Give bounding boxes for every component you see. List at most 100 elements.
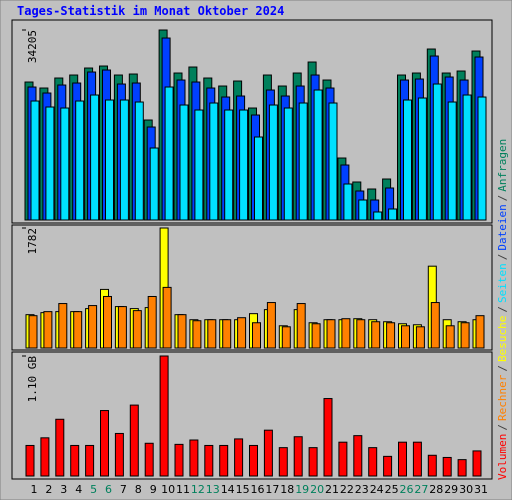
bar	[90, 94, 100, 221]
bar	[132, 310, 142, 349]
x-tick-label: 4	[75, 483, 82, 496]
bar	[293, 436, 303, 477]
x-tick-label: 2	[45, 483, 52, 496]
x-tick-label: 16	[251, 483, 265, 496]
bar	[341, 318, 351, 349]
bar	[403, 99, 412, 221]
x-tick-label: 22	[340, 483, 354, 496]
x-tick-label: 3	[60, 483, 67, 496]
bar	[129, 404, 139, 477]
x-tick-label: 13	[206, 483, 220, 496]
bar	[358, 199, 368, 221]
bar	[30, 100, 40, 221]
x-tick-label: 20	[310, 483, 324, 496]
x-tick-label: 19	[295, 483, 309, 496]
bar	[224, 109, 234, 221]
chart-title: Tages-Statistik im Monat Oktober 2024	[17, 4, 284, 18]
bar	[475, 315, 485, 349]
bar	[55, 418, 65, 477]
x-tick-label: 30	[459, 483, 473, 496]
bar	[209, 102, 219, 221]
bar	[338, 441, 348, 477]
bar	[401, 325, 410, 349]
legend-entry: Volumen	[496, 434, 509, 480]
bar	[445, 325, 455, 349]
legend-entry: Seiten	[496, 263, 509, 303]
bar	[415, 326, 425, 349]
bar	[412, 441, 422, 477]
y-tick-label: 1.10 GB	[26, 356, 39, 403]
bar	[383, 455, 393, 477]
bar	[283, 107, 293, 221]
bar	[43, 311, 53, 349]
legend-entry: Besuche	[496, 316, 509, 362]
x-tick-label: 1	[31, 483, 38, 496]
x-tick-label: 14	[221, 483, 235, 496]
x-tick-label: 12	[191, 483, 205, 496]
x-tick-label: 27	[414, 483, 428, 496]
bar	[149, 147, 159, 221]
bar	[194, 109, 204, 221]
bar	[75, 100, 85, 221]
legend-entry: Anfragen	[496, 139, 509, 192]
bar	[427, 454, 437, 477]
bar	[234, 438, 244, 477]
bar	[189, 439, 199, 477]
bar	[219, 444, 229, 477]
bar	[460, 322, 470, 349]
bar	[73, 311, 83, 349]
x-tick-label: 28	[429, 483, 443, 496]
bar	[254, 136, 263, 221]
x-tick-label: 21	[325, 483, 339, 496]
x-tick-label: 9	[150, 483, 157, 496]
bar	[281, 326, 291, 349]
bar	[58, 303, 68, 349]
bar	[266, 302, 276, 349]
bar	[368, 447, 378, 477]
bar	[100, 410, 109, 477]
bar	[162, 286, 172, 349]
bar	[323, 398, 333, 477]
bar	[296, 303, 306, 349]
bar	[472, 450, 482, 477]
bar	[477, 96, 487, 221]
x-tick-label: 29	[444, 483, 458, 496]
bar	[311, 323, 321, 349]
bar	[70, 444, 80, 477]
bar	[313, 89, 323, 221]
bar	[237, 317, 247, 349]
x-tick-label: 7	[120, 483, 127, 496]
legend-separator: /	[496, 365, 509, 372]
bar	[174, 443, 184, 477]
bar	[88, 305, 98, 349]
bar	[398, 441, 407, 477]
bar	[60, 107, 70, 221]
bar	[298, 102, 308, 221]
bar	[179, 104, 189, 221]
x-tick-label: 10	[161, 483, 175, 496]
bar	[371, 321, 381, 349]
bar	[204, 444, 214, 477]
bar	[356, 319, 366, 349]
bar	[103, 295, 112, 349]
bar	[430, 302, 440, 349]
legend-entry: Rechner	[496, 374, 509, 421]
bar	[388, 208, 398, 221]
bar	[239, 109, 249, 221]
legend-separator: /	[496, 306, 509, 313]
y-tick-label: 34205	[26, 30, 39, 63]
x-tick-label: 31	[474, 483, 488, 496]
x-tick-label: 26	[400, 483, 414, 496]
bar	[343, 183, 353, 221]
legend-separator: /	[496, 424, 509, 431]
bar	[114, 432, 124, 477]
bar	[263, 429, 273, 477]
bar	[192, 320, 202, 349]
bar	[432, 83, 442, 221]
legend-entry: Dateien	[496, 204, 509, 250]
bar	[457, 459, 467, 477]
bar	[159, 355, 169, 477]
bar	[25, 444, 35, 477]
x-tick-label: 11	[176, 483, 190, 496]
legend: Volumen / Rechner / Besuche / Seiten / Dateien / A…	[496, 139, 509, 480]
